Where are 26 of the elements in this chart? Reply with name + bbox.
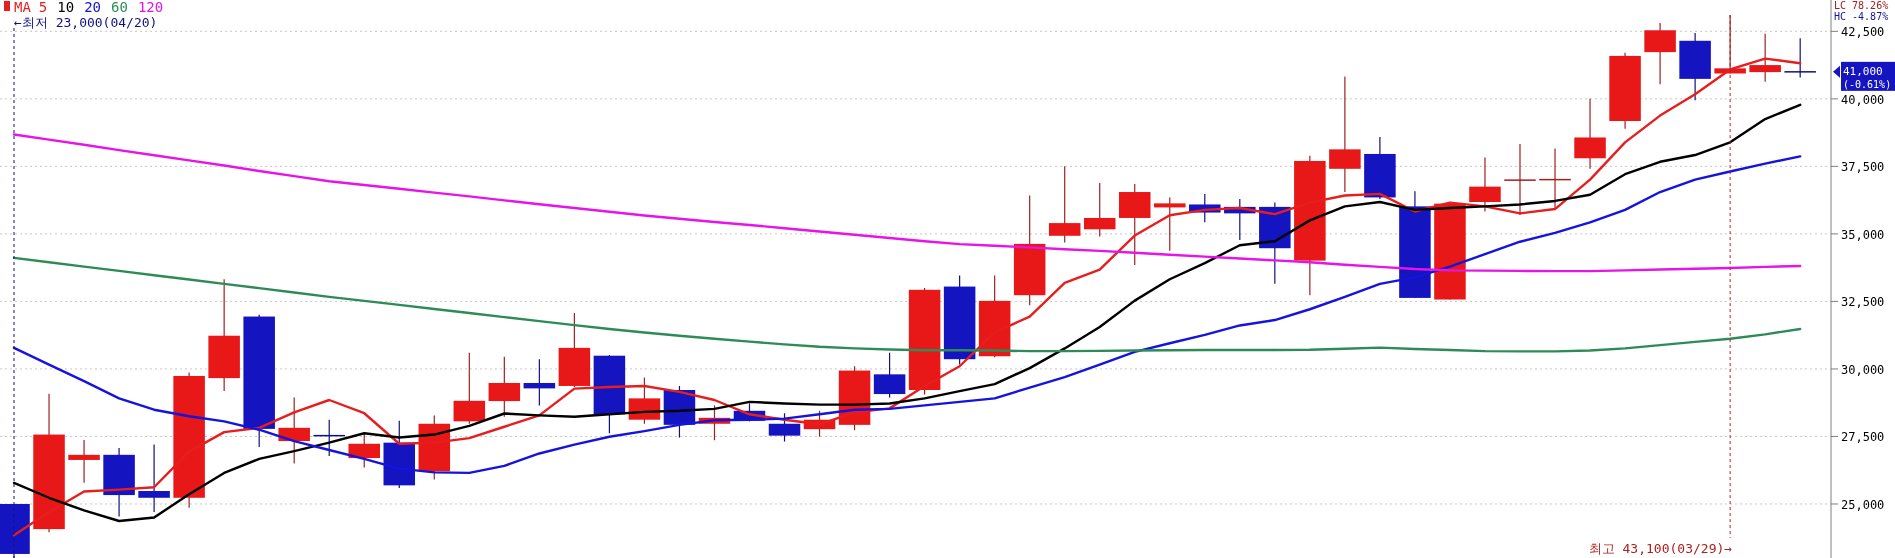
y-tick-label: 37,500 [1841,160,1885,175]
candlestick [1783,37,1817,79]
candlestick [523,358,556,406]
annotation: ←최저 23,000(04/20) [14,15,158,30]
y-tick-label: 42,500 [1841,25,1885,40]
y-tick-label: 40,000 [1841,92,1885,107]
y-tick-label: 25,000 [1841,497,1885,512]
y-tick-label: 35,000 [1841,227,1885,242]
legend: MA 5 10 20 60 120 [4,0,164,15]
legend-title: MA [14,0,32,15]
line-series [12,155,1802,475]
candlestick [138,443,170,513]
candlestick [312,419,346,457]
candlestick [1503,143,1537,216]
candlestick [1538,147,1572,211]
candlestick [1154,196,1186,252]
y-tick-label: 32,500 [1841,295,1885,310]
candlestick [68,439,100,484]
line-series [12,256,1802,353]
text: LC 78.26% [1834,0,1889,11]
y-tick-label: 30,000 [1841,362,1885,377]
annotation: 최고 43,100(03/29)→ [1588,541,1733,556]
y-tick-label: 27,500 [1841,430,1885,445]
text: HC -4.87% [1834,11,1889,22]
legend-label: 5 [38,0,48,15]
line-series [12,133,1802,273]
